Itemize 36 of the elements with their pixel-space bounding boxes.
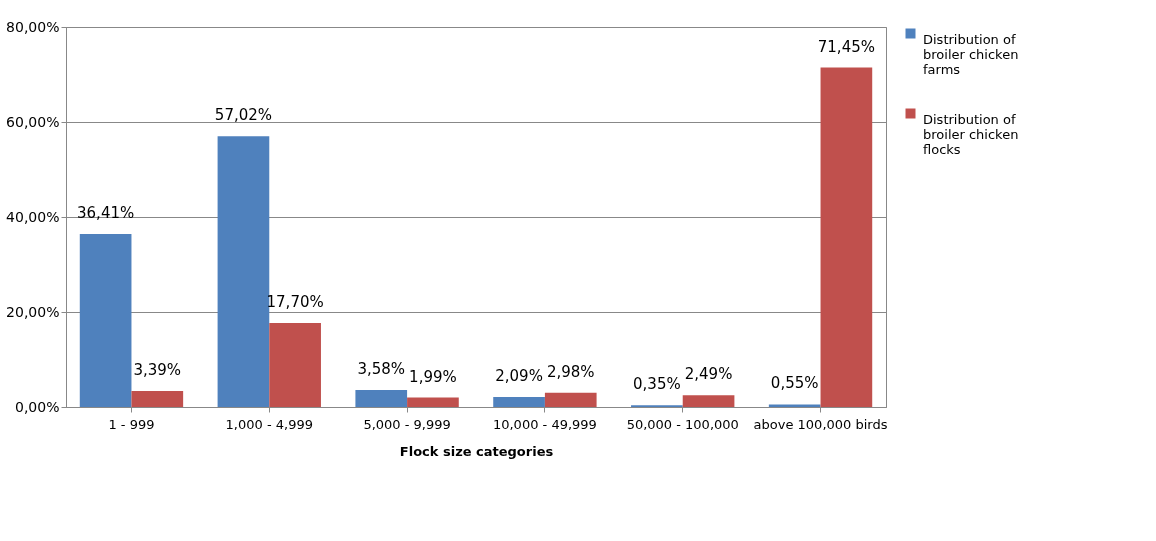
x-tick-label: 50,000 - 100,000 [626,416,739,432]
data-label: 1,99% [409,367,457,386]
data-label: 0,55% [770,374,819,393]
bar [355,390,408,407]
data-label: 36,41% [77,204,135,223]
y-tick-label: 40,00% [6,208,60,225]
bar [493,397,545,407]
legend-label: Distribution of broiler chicken flocks [923,111,1019,157]
legend-label: Distribution of broiler chicken farms [923,31,1019,77]
bar [682,395,735,407]
data-label: 2,49% [684,365,733,384]
bar [131,390,184,407]
y-tick-label: 0,00% [15,398,60,415]
x-tick-label: 1,000 - 4,999 [225,416,313,432]
bar [407,397,459,407]
data-label: 57,02% [214,106,273,125]
x-tick-label: 10,000 - 49,999 [492,416,597,432]
bar [820,67,873,407]
data-label: 3,58% [357,359,406,378]
data-label: 71,45% [817,37,875,56]
bar [79,234,132,407]
bar [269,322,321,407]
data-label: 0,35% [633,375,681,394]
x-tick-label: above 100,000 birds [753,416,888,432]
y-tick-label: 20,00% [6,303,60,320]
x-tick-label: 1 - 999 [108,416,155,432]
x-tick-label: 5,000 - 9,999 [363,416,451,432]
bar [217,136,270,407]
bar [544,392,597,407]
bar [768,404,821,407]
y-tick-label: 60,00% [6,113,60,130]
y-tick-label: 80,00% [6,18,60,35]
x-axis-title: Flock size categories [399,443,554,459]
data-label: 3,39% [133,360,182,379]
data-label: 2,09% [495,367,543,386]
data-label: 2,98% [546,362,595,381]
